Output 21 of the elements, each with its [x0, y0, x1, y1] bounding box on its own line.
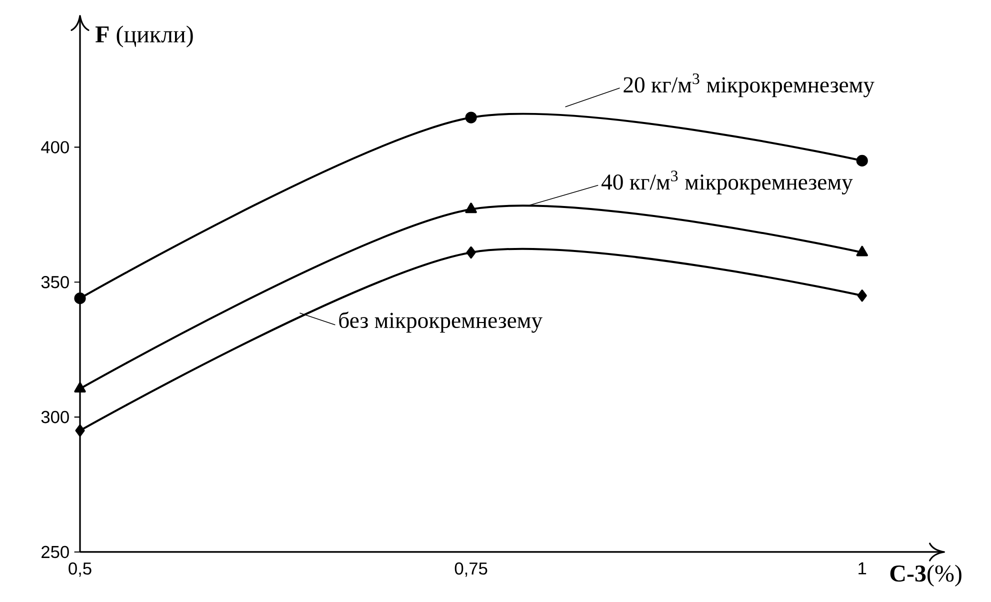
- point: [856, 246, 868, 256]
- y-tick-label: 250: [42, 546, 69, 558]
- x-tick-label: 0,5: [68, 562, 92, 577]
- legend-label: 40 кг/м$^{3}$ мікрокремнезему: [602, 170, 853, 194]
- point: [75, 424, 85, 437]
- y-tick-label: 350: [41, 276, 69, 288]
- legend-label: 20 кг/м$^{3}$ мікрокремнезему: [624, 73, 874, 98]
- x-axis-title: С-3(%): [890, 564, 962, 587]
- point: [466, 246, 476, 259]
- point: [465, 112, 477, 124]
- point: [856, 154, 868, 167]
- point: [74, 292, 86, 304]
- point: [74, 382, 86, 393]
- y-tick-label: 400: [41, 141, 69, 154]
- point: [857, 290, 867, 302]
- legend-label: без мікрокремнезему: [339, 312, 542, 333]
- point: [465, 202, 477, 214]
- y-axis-title: F (цикли): [96, 26, 193, 48]
- y-tick-label: 300: [41, 410, 69, 424]
- x-tick-label: 0,75: [454, 562, 488, 577]
- x-tick-label: 1: [858, 562, 866, 574]
